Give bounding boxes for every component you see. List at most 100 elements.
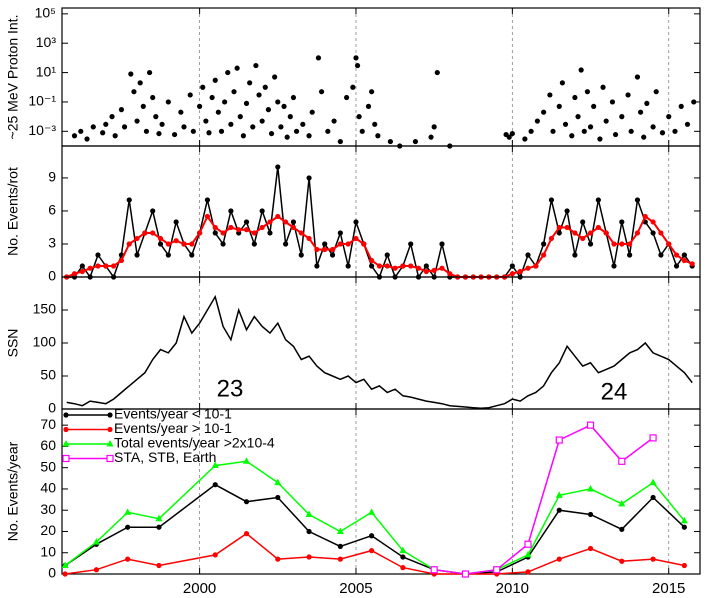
data-marker [329, 246, 336, 253]
data-marker [251, 230, 257, 236]
data-marker [337, 543, 343, 549]
data-point [187, 92, 193, 98]
data-marker [572, 230, 578, 236]
data-marker [564, 224, 570, 231]
data-marker [369, 533, 375, 539]
series-line [64, 483, 685, 575]
data-marker [642, 213, 648, 220]
data-marker [228, 224, 234, 231]
y-axis-label: SSN [5, 329, 21, 358]
data-marker [93, 567, 100, 573]
data-point [556, 103, 562, 109]
data-point [412, 138, 419, 145]
data-point [650, 124, 656, 130]
data-marker [556, 507, 562, 513]
data-point [653, 89, 659, 95]
data-marker [400, 565, 406, 571]
data-point [137, 80, 143, 86]
data-marker [155, 514, 163, 522]
data-marker [275, 556, 281, 562]
data-marker [564, 208, 570, 214]
data-marker [283, 219, 289, 225]
y-tick-label: 10¹ [36, 63, 57, 79]
data-point [587, 124, 594, 130]
data-point [666, 114, 672, 120]
data-point [612, 131, 619, 138]
legend-marker [107, 426, 113, 433]
data-marker [111, 263, 117, 269]
data-point [240, 133, 246, 139]
y-tick-label: 0 [48, 565, 56, 581]
data-point [203, 118, 209, 124]
y-tick-label: 10 [40, 543, 56, 559]
data-point [100, 130, 106, 136]
data-marker [87, 265, 93, 271]
data-marker [673, 263, 680, 269]
data-point [275, 99, 281, 105]
data-point [293, 128, 300, 134]
data-point [197, 103, 203, 109]
data-point [181, 124, 187, 130]
data-marker [259, 224, 265, 231]
data-marker [650, 230, 656, 236]
data-point [354, 62, 361, 69]
data-marker [681, 524, 687, 530]
data-marker [603, 230, 609, 236]
data-point [206, 130, 212, 136]
data-marker [627, 252, 633, 258]
data-marker [369, 257, 375, 264]
data-point [165, 99, 171, 105]
data-point [225, 69, 231, 76]
data-marker [681, 562, 687, 569]
data-marker [548, 235, 555, 242]
panel-frame [61, 408, 701, 575]
legend-label: Events/year > 10-1 [114, 420, 232, 436]
data-point [247, 80, 253, 86]
data-marker [220, 241, 226, 247]
data-point [659, 130, 666, 136]
data-marker [525, 252, 531, 258]
panel-frame [61, 7, 701, 147]
data-point [118, 107, 125, 113]
data-marker [306, 235, 312, 242]
data-point [581, 128, 587, 134]
data-marker [673, 252, 680, 258]
y-tick-label: 6 [48, 202, 56, 218]
data-marker [509, 263, 515, 269]
data-point [528, 128, 534, 134]
data-marker [275, 494, 281, 501]
data-marker [548, 197, 555, 203]
data-marker [125, 524, 131, 530]
data-marker [211, 461, 219, 469]
data-point [222, 99, 228, 105]
data-point [262, 84, 268, 90]
data-marker [267, 230, 273, 236]
data-marker [556, 556, 562, 562]
y-tick-label: 50 [40, 458, 56, 474]
series-line [66, 294, 693, 410]
data-marker [322, 241, 328, 247]
data-marker [461, 570, 470, 578]
data-point [331, 118, 337, 124]
data-marker [658, 252, 664, 258]
data-marker [181, 241, 187, 247]
data-marker [306, 528, 312, 535]
y-tick-label: 60 [40, 437, 56, 453]
data-marker [572, 252, 578, 258]
data-marker [92, 538, 100, 545]
legend-label: STA, STB, Earth [114, 449, 216, 465]
data-point [309, 109, 315, 115]
data-marker [150, 230, 156, 236]
data-point [547, 92, 553, 98]
y-tick-label: 3 [48, 235, 56, 251]
data-marker [384, 252, 390, 258]
data-marker [243, 531, 250, 537]
data-marker [650, 219, 656, 225]
data-point [375, 133, 381, 139]
data-point [253, 62, 259, 69]
data-marker [157, 241, 164, 247]
data-marker [384, 263, 390, 269]
data-point [597, 136, 603, 142]
data-point [140, 103, 146, 109]
data-point [178, 109, 184, 115]
